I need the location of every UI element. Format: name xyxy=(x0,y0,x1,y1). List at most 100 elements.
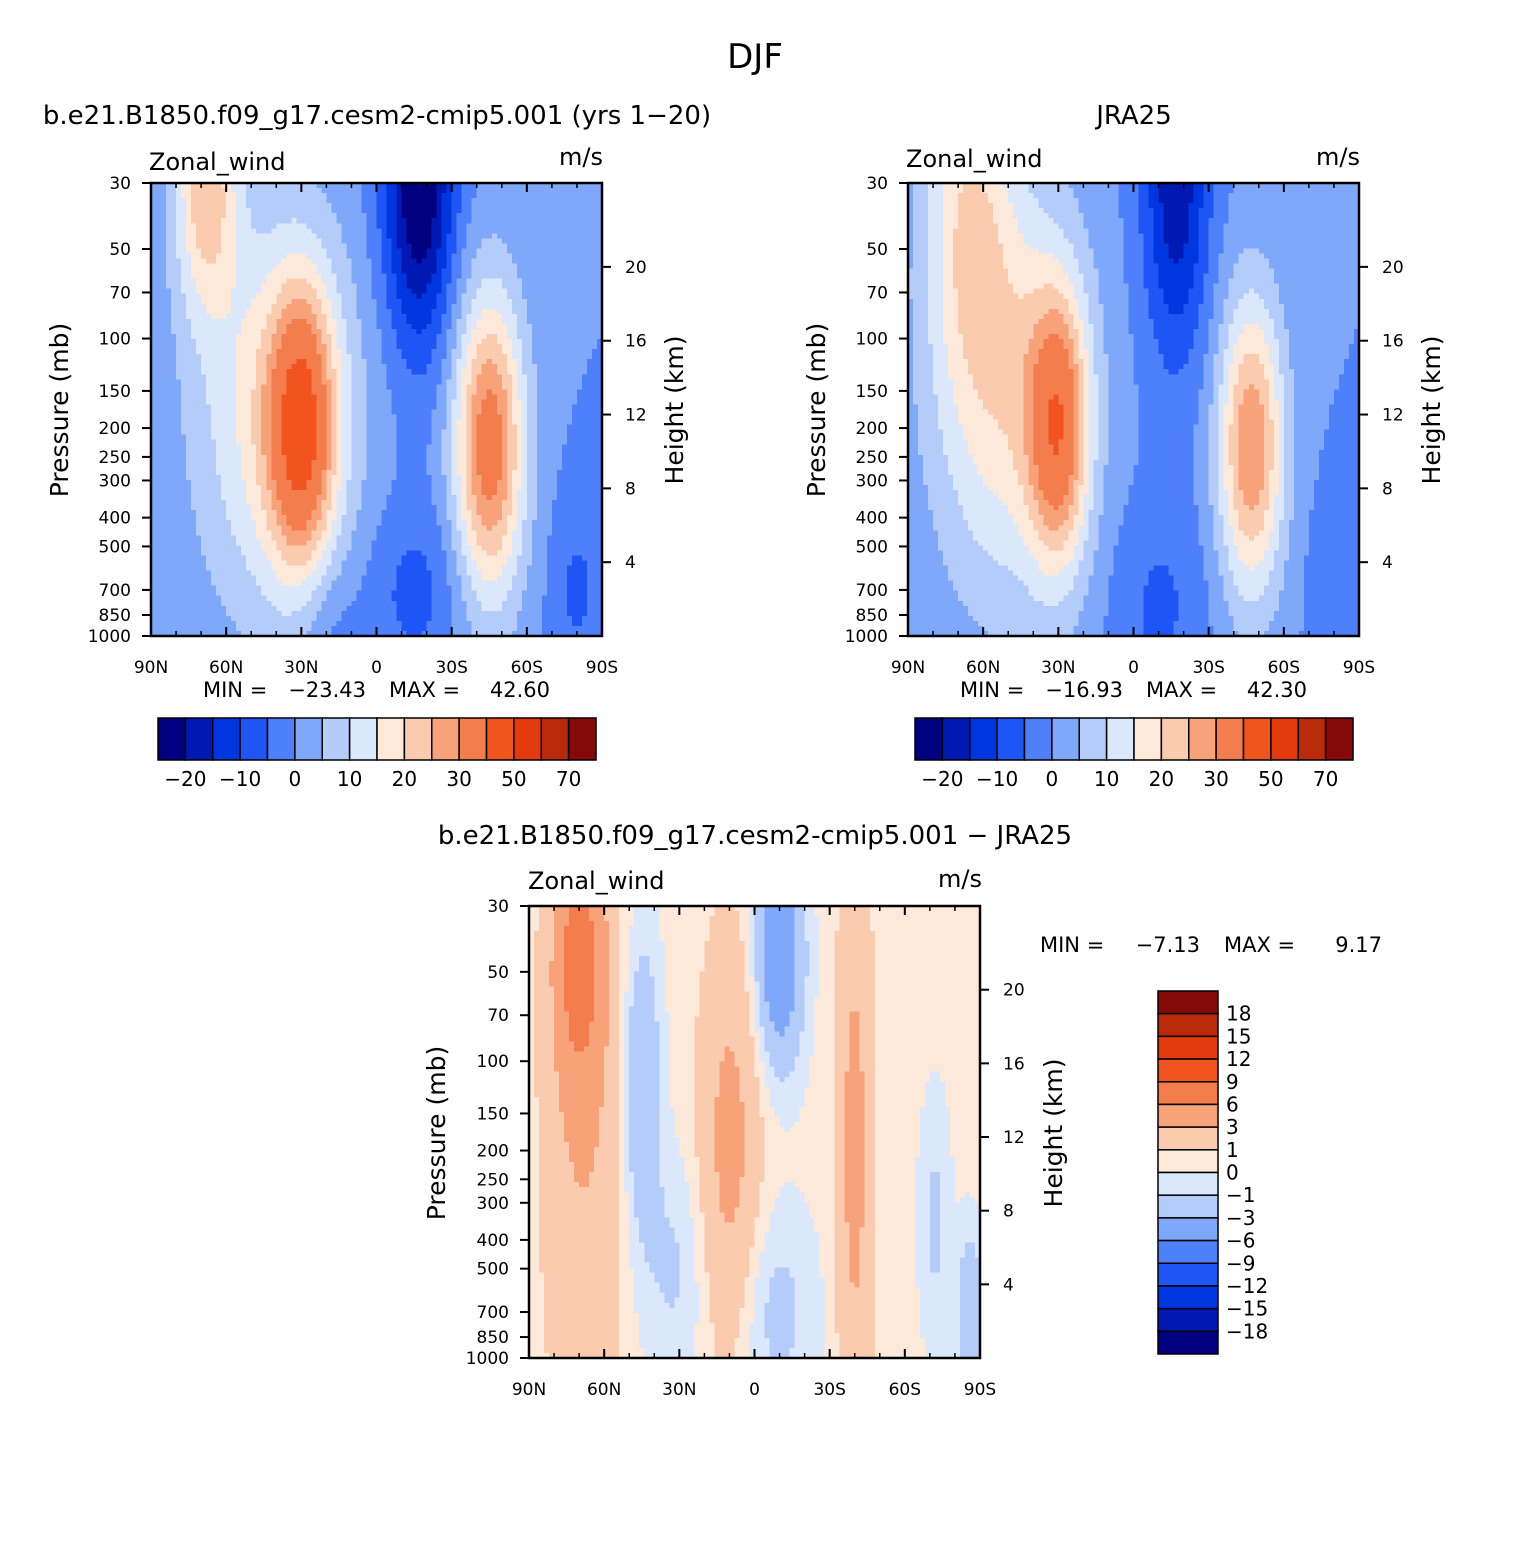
model-field-cell xyxy=(181,389,187,395)
model-field-cell xyxy=(462,284,468,290)
model-field-cell xyxy=(231,259,237,265)
model-field-cell xyxy=(562,369,568,375)
model-field-cell xyxy=(156,369,162,375)
model-field-cell xyxy=(211,243,217,249)
model-field-cell xyxy=(407,259,413,265)
model-field-cell xyxy=(331,455,337,461)
model-field-cell xyxy=(402,404,408,410)
model-field-cell xyxy=(472,238,478,244)
model-field-cell xyxy=(397,208,403,214)
model-field-cell xyxy=(161,435,167,441)
model-field-cell xyxy=(251,238,257,244)
model-field-cell xyxy=(522,269,528,275)
model-field-cell xyxy=(321,319,327,325)
model-field-cell xyxy=(261,374,267,380)
model-field-cell xyxy=(311,284,317,290)
model-field-cell xyxy=(422,420,428,426)
model-field-cell xyxy=(356,354,362,360)
model-field-cell xyxy=(196,259,202,265)
model-field-cell xyxy=(191,289,197,295)
model-field-cell xyxy=(356,389,362,395)
model-field-cell xyxy=(592,344,598,350)
model-field-cell xyxy=(176,364,182,370)
model-field-cell xyxy=(557,213,563,219)
model-field-cell xyxy=(537,279,543,285)
model-field-cell xyxy=(387,455,393,461)
model-field-cell xyxy=(482,339,488,345)
model-field-cell xyxy=(592,445,598,451)
model-field-cell xyxy=(387,269,393,275)
model-field-cell xyxy=(427,399,433,405)
model-field-cell xyxy=(557,259,563,265)
model-field-cell xyxy=(316,284,322,290)
model-field-cell xyxy=(427,435,433,441)
model-field-cell xyxy=(462,354,468,360)
model-field-cell xyxy=(276,399,282,405)
model-field-cell xyxy=(281,359,287,365)
model-field-cell xyxy=(507,384,513,390)
model-field-cell xyxy=(452,304,458,310)
model-field-cell xyxy=(392,208,398,214)
model-field-cell xyxy=(387,253,393,259)
model-field-cell xyxy=(377,359,383,365)
model-field-cell xyxy=(256,218,262,224)
model-field-cell xyxy=(301,349,307,355)
model-field-cell xyxy=(221,379,227,385)
model-field-cell xyxy=(336,289,342,295)
model-field-cell xyxy=(296,218,302,224)
model-field-cell xyxy=(522,264,528,270)
model-field-cell xyxy=(266,425,272,431)
model-field-cell xyxy=(462,349,468,355)
model-field-cell xyxy=(236,228,242,234)
model-field-cell xyxy=(276,410,282,416)
model-field-cell xyxy=(502,420,508,426)
model-field-cell xyxy=(171,284,177,290)
model-field-cell xyxy=(417,279,423,285)
model-field-cell xyxy=(407,223,413,229)
model-field-cell xyxy=(552,354,558,360)
model-field-cell xyxy=(231,304,237,310)
model-field-cell xyxy=(201,339,207,345)
model-field-cell xyxy=(492,369,498,375)
model-field-cell xyxy=(281,203,287,209)
model-field-cell xyxy=(276,203,282,209)
model-field-cell xyxy=(206,435,212,441)
model-field-cell xyxy=(467,228,473,234)
model-field-cell xyxy=(492,274,498,280)
model-field-cell xyxy=(211,213,217,219)
model-field-cell xyxy=(412,349,418,355)
model-field-cell xyxy=(472,248,478,254)
model-field-cell xyxy=(231,319,237,325)
model-field-cell xyxy=(552,208,558,214)
model-field-cell xyxy=(452,223,458,229)
model-field-cell xyxy=(387,223,393,229)
model-field-cell xyxy=(176,294,182,300)
model-field-cell xyxy=(542,274,548,280)
model-field-cell xyxy=(447,299,453,305)
model-field-cell xyxy=(361,359,367,365)
model-field-cell xyxy=(557,425,563,431)
model-field-cell xyxy=(397,389,403,395)
model-field-cell xyxy=(442,284,448,290)
model-field-cell xyxy=(532,344,538,350)
model-field-cell xyxy=(316,339,322,345)
model-field-cell xyxy=(216,354,222,360)
model-field-cell xyxy=(437,410,443,416)
model-field-cell xyxy=(321,243,327,249)
model-field-cell xyxy=(472,203,478,209)
model-field-cell xyxy=(487,304,493,310)
model-field-cell xyxy=(261,334,267,340)
model-field-cell xyxy=(226,319,232,325)
model-field-cell xyxy=(321,248,327,254)
model-field-cell xyxy=(211,304,217,310)
model-field-cell xyxy=(577,399,583,405)
model-field-cell xyxy=(276,415,282,421)
model-field-cell xyxy=(211,233,217,239)
model-field-cell xyxy=(442,389,448,395)
model-field-cell xyxy=(562,304,568,310)
model-field-cell xyxy=(231,243,237,249)
model-field-cell xyxy=(206,269,212,275)
model-field-cell xyxy=(281,389,287,395)
model-field-cell xyxy=(432,450,438,456)
model-field-cell xyxy=(351,420,357,426)
